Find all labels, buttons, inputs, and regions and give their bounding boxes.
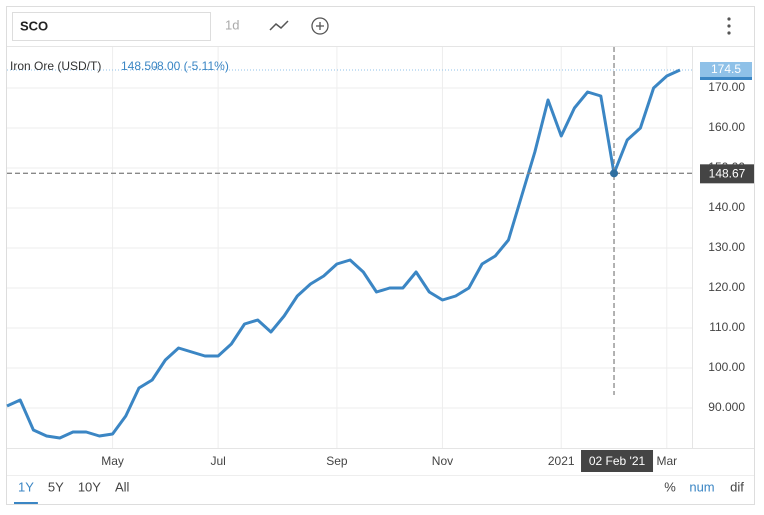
- y-tick-label: 120.00: [708, 280, 745, 294]
- x-tick-label: May: [101, 454, 124, 468]
- last-value-tag: [700, 62, 752, 77]
- x-tick-label: Sep: [326, 454, 348, 468]
- crosshair-value-tag: [700, 164, 754, 184]
- range-button[interactable]: 10Y: [78, 479, 101, 494]
- last-value-label: 174.5: [711, 62, 741, 76]
- crosshair-date-tag: [581, 450, 654, 472]
- frame: [6, 6, 755, 505]
- price-line: [6, 68, 681, 440]
- y-tick-label: 130.00: [708, 240, 745, 254]
- symbol-input[interactable]: [12, 12, 211, 41]
- interval[interactable]: 1d: [225, 17, 239, 32]
- range-button[interactable]: All: [115, 479, 130, 494]
- y-tick-label: 140.00: [708, 200, 745, 214]
- crosshair-point: [610, 169, 619, 178]
- add-icon-plus: [316, 22, 324, 30]
- x-tick-label: 2021: [548, 454, 575, 468]
- mode-button[interactable]: %: [664, 479, 676, 494]
- x-tick-label: Mar: [656, 454, 677, 468]
- quote-price: 148.50: [121, 59, 158, 73]
- series-name: Iron Ore (USD/T): [10, 59, 101, 73]
- y-tick-label: 160.00: [708, 120, 745, 134]
- y-tick-label: 90.000: [708, 400, 745, 414]
- menu-icon[interactable]: [727, 17, 731, 35]
- chart-type-icon[interactable]: [269, 20, 289, 31]
- range-button[interactable]: 1Y: [18, 479, 34, 494]
- range-button[interactable]: 5Y: [48, 479, 64, 494]
- x-tick-label: Nov: [432, 454, 453, 468]
- crosshair-value: 148.67: [709, 166, 746, 180]
- quote-change: -8.00 (-5.11%): [153, 59, 229, 73]
- y-tick-label: 100.00: [708, 360, 745, 374]
- y-tick-label: 170.00: [708, 80, 745, 94]
- symbol: SCO: [20, 18, 48, 33]
- y-tick-label: 110.00: [709, 320, 745, 334]
- mode-button[interactable]: num: [689, 479, 714, 494]
- mode-button[interactable]: dif: [730, 479, 744, 494]
- crosshair-date: 02 Feb '21: [589, 454, 646, 468]
- last-value-tag-edge: [700, 77, 752, 80]
- add-icon[interactable]: [311, 17, 329, 35]
- x-tick-label: Jul: [210, 454, 225, 468]
